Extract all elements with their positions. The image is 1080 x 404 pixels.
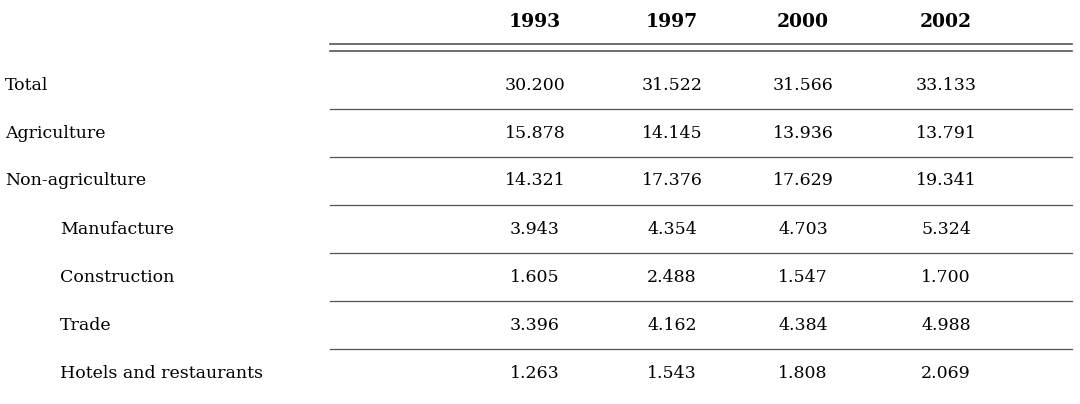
Text: 1.605: 1.605: [510, 269, 559, 286]
Text: 1.808: 1.808: [779, 364, 827, 381]
Text: 4.988: 4.988: [921, 316, 971, 333]
Text: 3.943: 3.943: [510, 221, 559, 238]
Text: 33.133: 33.133: [916, 76, 976, 93]
Text: 17.376: 17.376: [642, 173, 702, 189]
Text: 31.522: 31.522: [642, 76, 702, 93]
Text: 2.069: 2.069: [921, 364, 971, 381]
Text: 2002: 2002: [920, 13, 972, 31]
Text: 1.263: 1.263: [510, 364, 559, 381]
Text: 13.791: 13.791: [916, 124, 976, 141]
Text: 4.162: 4.162: [647, 316, 697, 333]
Text: 1993: 1993: [509, 13, 562, 31]
Text: 30.200: 30.200: [504, 76, 565, 93]
Text: 17.629: 17.629: [772, 173, 834, 189]
Text: 14.145: 14.145: [642, 124, 702, 141]
Text: Total: Total: [5, 76, 49, 93]
Text: 15.878: 15.878: [504, 124, 565, 141]
Text: Construction: Construction: [60, 269, 174, 286]
Text: 19.341: 19.341: [916, 173, 976, 189]
Text: Trade: Trade: [60, 316, 111, 333]
Text: 1.547: 1.547: [778, 269, 828, 286]
Text: 31.566: 31.566: [772, 76, 834, 93]
Text: 14.321: 14.321: [504, 173, 565, 189]
Text: 4.703: 4.703: [778, 221, 828, 238]
Text: 3.396: 3.396: [510, 316, 559, 333]
Text: 13.936: 13.936: [772, 124, 834, 141]
Text: Non-agriculture: Non-agriculture: [5, 173, 146, 189]
Text: 2.488: 2.488: [647, 269, 697, 286]
Text: Hotels and restaurants: Hotels and restaurants: [60, 364, 264, 381]
Text: 5.324: 5.324: [921, 221, 971, 238]
Text: 4.354: 4.354: [647, 221, 697, 238]
Text: 1.543: 1.543: [647, 364, 697, 381]
Text: Agriculture: Agriculture: [5, 124, 106, 141]
Text: 1997: 1997: [646, 13, 698, 31]
Text: 4.384: 4.384: [779, 316, 827, 333]
Text: 1.700: 1.700: [921, 269, 971, 286]
Text: Manufacture: Manufacture: [60, 221, 174, 238]
Text: 2000: 2000: [777, 13, 829, 31]
